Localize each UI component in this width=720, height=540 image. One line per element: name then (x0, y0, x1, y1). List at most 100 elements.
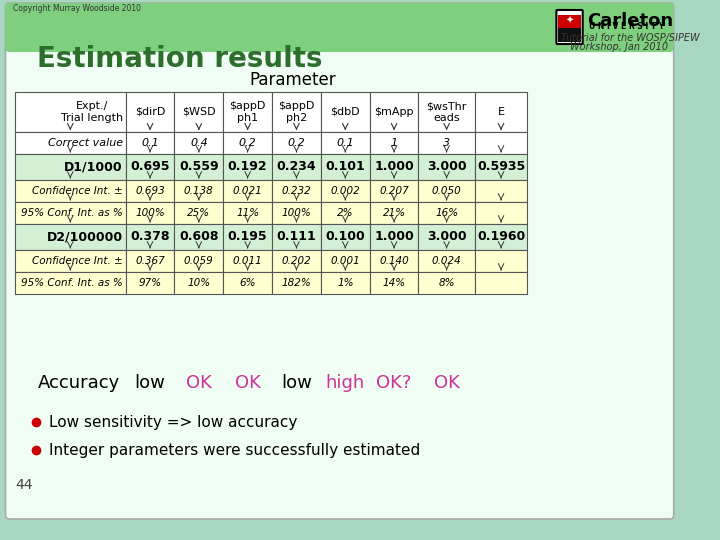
Bar (474, 202, 527, 224)
Bar (126, 202, 174, 224)
Bar (223, 250, 272, 272)
Text: 11%: 11% (236, 208, 259, 218)
Bar (15, 272, 126, 294)
Bar (126, 92, 174, 132)
Bar (474, 154, 527, 180)
Bar (15, 180, 126, 202)
Bar (418, 92, 474, 132)
Bar (321, 250, 369, 272)
Bar (174, 272, 223, 294)
Bar (418, 250, 474, 272)
Text: 0.1960: 0.1960 (477, 231, 525, 244)
Bar (15, 132, 126, 154)
Bar (474, 272, 527, 294)
Text: 100%: 100% (282, 208, 311, 218)
Bar (369, 180, 418, 202)
Bar (321, 272, 369, 294)
Text: 0.050: 0.050 (432, 186, 462, 196)
Text: 0.695: 0.695 (130, 160, 170, 173)
Text: 0.207: 0.207 (379, 186, 409, 196)
Text: U N I V E R S I T Y: U N I V E R S I T Y (589, 22, 665, 31)
FancyBboxPatch shape (557, 10, 582, 44)
Text: 14%: 14% (382, 278, 405, 288)
Text: Confidence Int. ±: Confidence Int. ± (32, 186, 123, 196)
Bar (126, 272, 174, 294)
Text: low: low (281, 374, 312, 392)
Bar (418, 224, 474, 250)
Bar (272, 202, 321, 224)
Text: 44: 44 (15, 478, 32, 492)
Bar (321, 180, 369, 202)
Text: 0.232: 0.232 (282, 186, 311, 196)
Text: 0.001: 0.001 (330, 256, 360, 266)
Bar (369, 92, 418, 132)
Text: Correct value: Correct value (48, 138, 123, 148)
Bar (418, 202, 474, 224)
Text: OK: OK (433, 374, 459, 392)
Text: 6%: 6% (240, 278, 256, 288)
Bar (15, 250, 126, 272)
Text: 2%: 2% (337, 208, 354, 218)
Bar (321, 202, 369, 224)
Text: OK: OK (235, 374, 261, 392)
Text: 0.202: 0.202 (282, 256, 311, 266)
Text: 10%: 10% (187, 278, 210, 288)
Bar (369, 202, 418, 224)
Text: 0.5935: 0.5935 (477, 160, 525, 173)
Bar (126, 180, 174, 202)
Bar (272, 272, 321, 294)
Text: 0.693: 0.693 (135, 186, 165, 196)
Bar (15, 224, 126, 250)
Bar (558, 15, 581, 28)
Bar (321, 92, 369, 132)
Bar (321, 132, 369, 154)
Text: 8%: 8% (438, 278, 455, 288)
Bar (272, 250, 321, 272)
Text: Copyright Murray Woodside 2010: Copyright Murray Woodside 2010 (13, 4, 141, 13)
Bar (174, 154, 223, 180)
Text: 97%: 97% (138, 278, 161, 288)
Text: 95% Conf. Int. as %: 95% Conf. Int. as % (21, 208, 123, 218)
Bar (369, 272, 418, 294)
Text: 0.192: 0.192 (228, 160, 267, 173)
Text: E: E (498, 107, 505, 117)
Text: Tutorial for the WOSP/SIPEW: Tutorial for the WOSP/SIPEW (561, 33, 700, 43)
Bar (272, 92, 321, 132)
Text: 0.608: 0.608 (179, 231, 219, 244)
Bar (15, 154, 126, 180)
Bar (223, 92, 272, 132)
Bar (558, 28, 581, 42)
Text: 21%: 21% (382, 208, 405, 218)
Text: $dirD: $dirD (135, 107, 166, 117)
Bar (474, 224, 527, 250)
Text: 0.378: 0.378 (130, 231, 170, 244)
Text: 0.140: 0.140 (379, 256, 409, 266)
Bar (223, 132, 272, 154)
Bar (174, 250, 223, 272)
Text: 0.559: 0.559 (179, 160, 219, 173)
Bar (15, 92, 126, 132)
Bar (418, 132, 474, 154)
Text: 95% Conf. Int. as %: 95% Conf. Int. as % (21, 278, 123, 288)
Text: Expt./
Trial length: Expt./ Trial length (60, 101, 123, 123)
Bar (369, 154, 418, 180)
Bar (321, 224, 369, 250)
Text: high: high (325, 374, 365, 392)
Text: 0.059: 0.059 (184, 256, 214, 266)
Bar (174, 92, 223, 132)
Bar (418, 154, 474, 180)
Text: 0.4: 0.4 (190, 138, 208, 148)
Text: 0.367: 0.367 (135, 256, 165, 266)
Text: $dbD: $dbD (330, 107, 360, 117)
Text: 0.111: 0.111 (276, 231, 316, 244)
Bar (474, 92, 527, 132)
Text: $wsThr
eads: $wsThr eads (426, 101, 467, 123)
Text: 182%: 182% (282, 278, 311, 288)
Bar (223, 154, 272, 180)
Text: 1%: 1% (337, 278, 354, 288)
Bar (369, 132, 418, 154)
Bar (126, 250, 174, 272)
Text: 0.024: 0.024 (432, 256, 462, 266)
Bar (272, 154, 321, 180)
Bar (126, 224, 174, 250)
